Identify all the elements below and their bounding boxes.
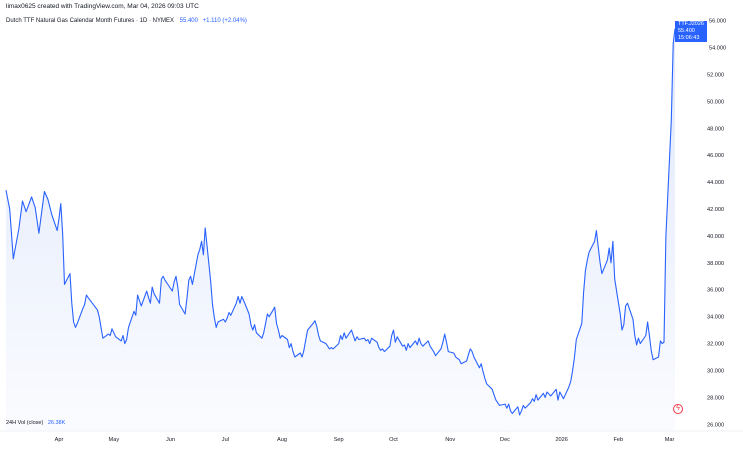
y-tick-label: 38.000 [707,261,724,267]
x-tick-label: May [109,437,120,443]
x-tick-label: Oct [389,437,398,443]
bar-countdown-badge: 15:06:43 [675,35,707,42]
time-axis[interactable]: Apr May Jun Jul Aug Sep Oct Nov Dec 2026 Feb Mar [55,437,675,443]
y-tick-label: 32.000 [707,342,724,348]
y-tick-label: 48.000 [707,126,724,132]
y-tick-label: 34.000 [707,315,724,321]
x-tick-label: Nov [445,437,455,443]
tradingview-lightning-icon[interactable]: ϟ [673,404,683,414]
price-line [5,28,676,416]
symbol-legend[interactable]: Dutch TTF Natural Gas Calendar Month Fut… [6,18,247,24]
y-tick-label: 42.000 [707,207,724,213]
y-tick-label: 30.000 [707,368,724,374]
x-tick-label: Apr [55,437,64,443]
chart-caption: limax0625 created with TradingView.com, … [6,3,199,10]
x-tick-label: Sep [334,437,344,443]
y-tick-label: 50.000 [707,99,724,105]
volume-value: 26.38K [47,420,66,426]
volume-label: 24H Vol (close) [6,420,44,426]
x-tick-label: 2026 [555,437,567,443]
last-price-badge: 55.400 [675,28,707,35]
price-axis[interactable]: 26.000 28.000 30.000 32.000 34.000 36.000 38.0… [707,19,726,429]
price-change: +1.110 (+2.04%) [202,18,247,24]
x-tick-label: Jun [166,437,175,443]
y-tick-label: 26.000 [707,422,724,428]
y-tick-label: 36.000 [707,288,724,294]
y-tick-label: 52.000 [707,73,724,79]
y-tick-label: 54.000 [709,46,726,52]
y-tick-label: 44.000 [707,180,724,186]
price-area-fill [6,28,675,432]
x-tick-label: Jul [222,437,229,443]
volume-legend[interactable]: 24H Vol (close) 26.38K [6,420,65,426]
x-tick-label: Mar [665,437,675,443]
symbol-title: Dutch TTF Natural Gas Calendar Month Fut… [6,18,174,24]
x-tick-label: Aug [277,437,287,443]
y-tick-label: 28.000 [707,395,724,401]
x-tick-label: Dec [500,437,510,443]
y-tick-label: 40.000 [707,234,724,240]
last-price: 55.400 [179,18,198,24]
y-tick-label: 46.000 [707,153,724,159]
y-tick-label: 56.000 [709,19,726,25]
x-tick-label: Feb [614,437,624,443]
ticker-badge: TTF.J2026 [675,21,707,28]
